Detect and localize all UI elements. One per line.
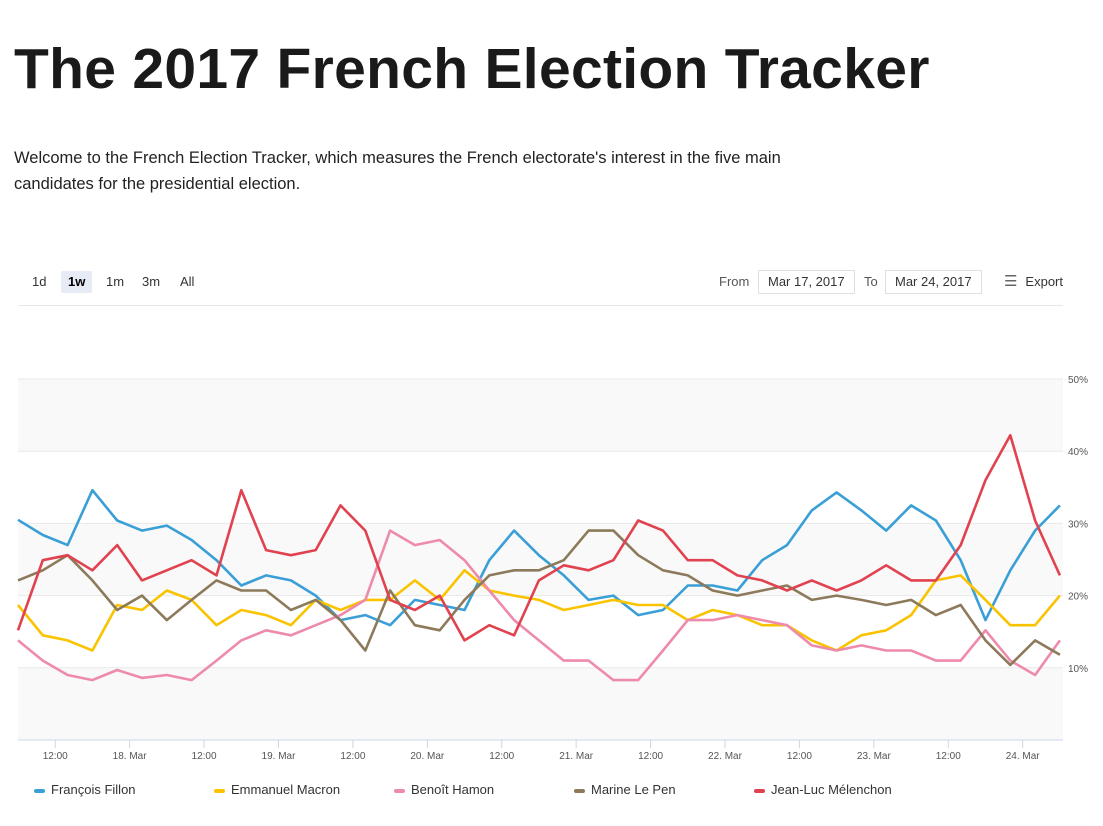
- export-button[interactable]: ☰ Export: [1004, 271, 1063, 293]
- x-tick-label: 12:00: [787, 751, 812, 762]
- plot-band: [18, 523, 1063, 596]
- x-tick-label: 12:00: [638, 751, 663, 762]
- series-line-fran-ois-fillon: [17, 488, 1061, 627]
- legend-item[interactable]: Jean-Luc Mélenchon: [754, 782, 892, 797]
- plot-band: [18, 667, 1063, 740]
- x-tick-label: 12:00: [936, 751, 961, 762]
- x-tick-label: 12:00: [340, 751, 365, 762]
- legend-label: Benoît Hamon: [411, 782, 495, 797]
- legend-swatch: [754, 788, 765, 793]
- x-tick-label: 24. Mar: [1006, 751, 1041, 762]
- chart-toolbar: 1d 1w 1m 3m All From Mar 17, 2017 To Mar…: [18, 268, 1063, 306]
- range-all-button[interactable]: All: [180, 274, 195, 289]
- x-tick-label: 12:00: [192, 751, 217, 762]
- legend-item[interactable]: Emmanuel Macron: [214, 782, 340, 797]
- x-tick-label: 12:00: [43, 751, 68, 762]
- range-1w-button[interactable]: 1w: [61, 271, 93, 293]
- chart-legend: François Fillon Emmanuel Macron Benoît Ham…: [0, 782, 1103, 802]
- x-tick-label: 12:00: [489, 751, 514, 762]
- x-tick-label: 19. Mar: [262, 751, 297, 762]
- y-tick-label: 40%: [1068, 447, 1088, 458]
- from-date-input[interactable]: Mar 17, 2017: [758, 270, 855, 294]
- legend-swatch: [394, 788, 405, 793]
- y-tick-label: 20%: [1068, 592, 1088, 603]
- plot-band: [18, 379, 1063, 452]
- x-tick-label: 18. Mar: [113, 751, 148, 762]
- line-chart: 10% 20% 30% 40% 50% 12:00 18. Mar 12:00 19. Mar 1…: [16, 375, 1088, 762]
- menu-icon: ☰: [1003, 273, 1018, 290]
- x-tick-label: 22. Mar: [708, 751, 743, 762]
- x-tick-label: 20. Mar: [410, 751, 445, 762]
- legend-swatch: [574, 788, 585, 793]
- series-line-beno-t-hamon: [17, 529, 1061, 682]
- legend-swatch: [34, 788, 45, 793]
- series-line-jean-luc-m-lenchon: [16, 433, 1062, 642]
- intro-text: Welcome to the French Election Tracker, …: [14, 149, 781, 193]
- legend-item[interactable]: Marine Le Pen: [574, 782, 676, 797]
- legend-label: Jean-Luc Mélenchon: [771, 782, 892, 797]
- legend-label: Marine Le Pen: [591, 782, 676, 797]
- y-tick-label: 10%: [1068, 664, 1088, 675]
- range-1d-button[interactable]: 1d: [32, 274, 47, 289]
- legend-swatch: [214, 788, 225, 793]
- legend-label: Emmanuel Macron: [231, 782, 341, 797]
- series-line-marine-le-pen: [17, 529, 1061, 667]
- to-date-input[interactable]: Mar 24, 2017: [885, 270, 982, 294]
- range-1m-button[interactable]: 1m: [106, 274, 125, 289]
- range-3m-button[interactable]: 3m: [142, 274, 161, 289]
- legend-label: François Fillon: [51, 782, 136, 797]
- x-tick-label: 23. Mar: [857, 751, 892, 762]
- y-tick-label: 30%: [1068, 519, 1088, 530]
- to-label: To: [864, 274, 878, 289]
- export-label: Export: [1025, 274, 1063, 289]
- page-title: The 2017 French Election Tracker: [14, 37, 930, 101]
- from-label: From: [719, 274, 750, 289]
- y-tick-label: 50%: [1068, 375, 1088, 386]
- legend-item[interactable]: Benoît Hamon: [394, 782, 494, 797]
- x-tick-label: 21. Mar: [559, 751, 594, 762]
- legend-item[interactable]: François Fillon: [34, 782, 136, 797]
